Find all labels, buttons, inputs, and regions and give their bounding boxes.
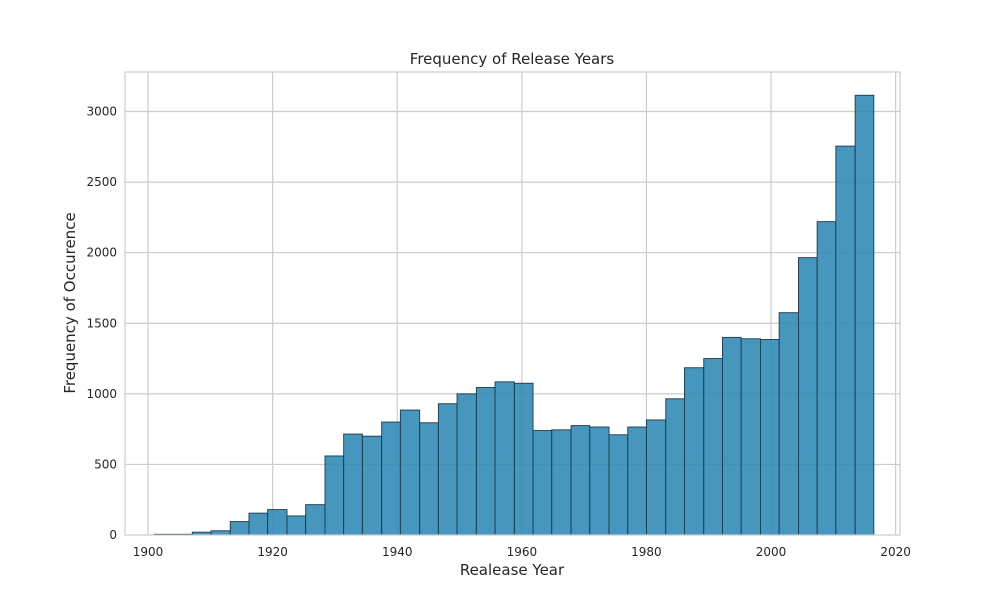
histogram-bar — [721, 336, 742, 536]
histogram-bar — [494, 381, 515, 536]
histogram-bar — [229, 521, 250, 536]
y-tick-label: 1000 — [86, 387, 117, 401]
histogram-bar — [532, 430, 553, 536]
histogram-bar — [210, 530, 231, 536]
histogram-bar — [778, 312, 799, 536]
histogram-bar — [419, 422, 439, 536]
histogram-bars — [153, 94, 875, 536]
histogram-bar — [305, 504, 326, 536]
histogram-bar — [589, 426, 610, 536]
x-tick-label: 1980 — [631, 545, 662, 559]
y-tick-label: 2000 — [86, 246, 117, 260]
y-tick-label: 0 — [109, 528, 117, 542]
x-tick-label: 2020 — [880, 545, 911, 559]
histogram-bar — [513, 382, 534, 536]
x-tick-label: 2000 — [756, 545, 787, 559]
histogram-bar — [703, 358, 723, 536]
x-tick-label: 1940 — [382, 545, 413, 559]
histogram-bar — [570, 425, 591, 536]
y-tick-labels: 0 500 1000 1500 2000 2500 3000 — [86, 105, 117, 542]
histogram-bar — [437, 403, 458, 536]
x-axis-title: Realease Year — [460, 561, 565, 579]
histogram-bar — [798, 257, 818, 536]
x-tick-label: 1960 — [507, 545, 538, 559]
histogram-bar — [343, 433, 363, 536]
plot-frame — [124, 71, 901, 536]
histogram-bar — [475, 387, 496, 536]
histogram-bar — [760, 339, 780, 536]
histogram-bar — [627, 426, 647, 536]
histogram-bar — [267, 509, 288, 536]
y-axis-title: Frequency of Occurence — [61, 212, 79, 393]
chart-title: Frequency of Release Years — [410, 50, 615, 68]
histogram-bar — [248, 512, 269, 536]
y-tick-label: 2500 — [86, 175, 117, 189]
x-tick-label: 1920 — [257, 545, 288, 559]
histogram-bar — [816, 221, 837, 536]
histogram-bar — [551, 429, 572, 536]
histogram-bar — [399, 409, 421, 536]
histogram-bar — [854, 94, 875, 536]
histogram-bar — [645, 419, 667, 536]
histogram-bar — [381, 421, 401, 536]
histogram-bar — [286, 515, 307, 536]
histogram-bar — [324, 455, 345, 536]
histogram-bar — [665, 398, 685, 536]
gridlines — [125, 72, 900, 535]
histogram-bar — [740, 338, 761, 536]
y-tick-label: 1500 — [86, 316, 117, 330]
y-tick-label: 3000 — [86, 105, 117, 119]
histogram-bar — [835, 145, 856, 536]
x-tick-labels: 1900 1920 1940 1960 1980 2000 2020 — [133, 545, 911, 559]
y-tick-label: 500 — [94, 457, 117, 471]
histogram-bar — [683, 367, 705, 536]
x-tick-label: 1900 — [133, 545, 164, 559]
histogram-bar — [456, 393, 477, 536]
histogram-bar — [608, 434, 629, 536]
histogram-bar — [361, 435, 383, 536]
